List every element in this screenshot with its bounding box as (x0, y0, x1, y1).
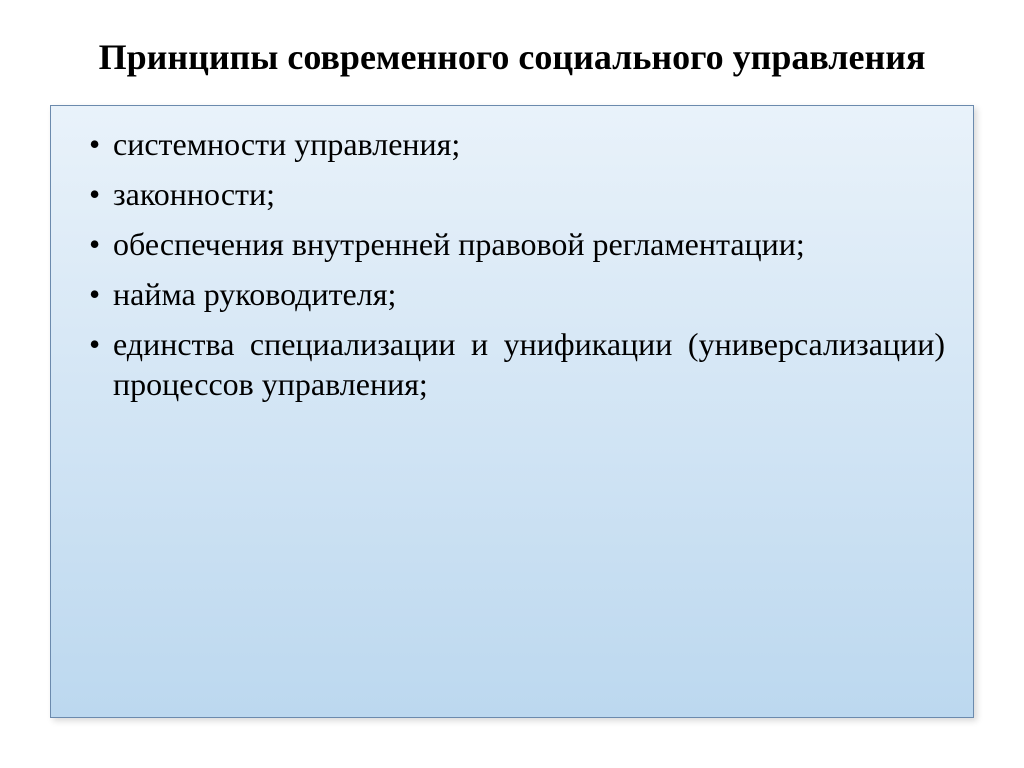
list-item: законности; (79, 174, 945, 214)
slide-title: Принципы современного социального управл… (50, 35, 974, 80)
list-item: обеспечения внутренней правовой регламен… (79, 224, 945, 264)
bullet-list: системности управления; законности; обес… (79, 124, 945, 404)
list-item: единства специализации и унификации (уни… (79, 324, 945, 404)
content-box: системности управления; законности; обес… (50, 105, 974, 718)
list-item: системности управления; (79, 124, 945, 164)
list-item: найма руководителя; (79, 274, 945, 314)
slide: Принципы современного социального управл… (0, 0, 1024, 768)
